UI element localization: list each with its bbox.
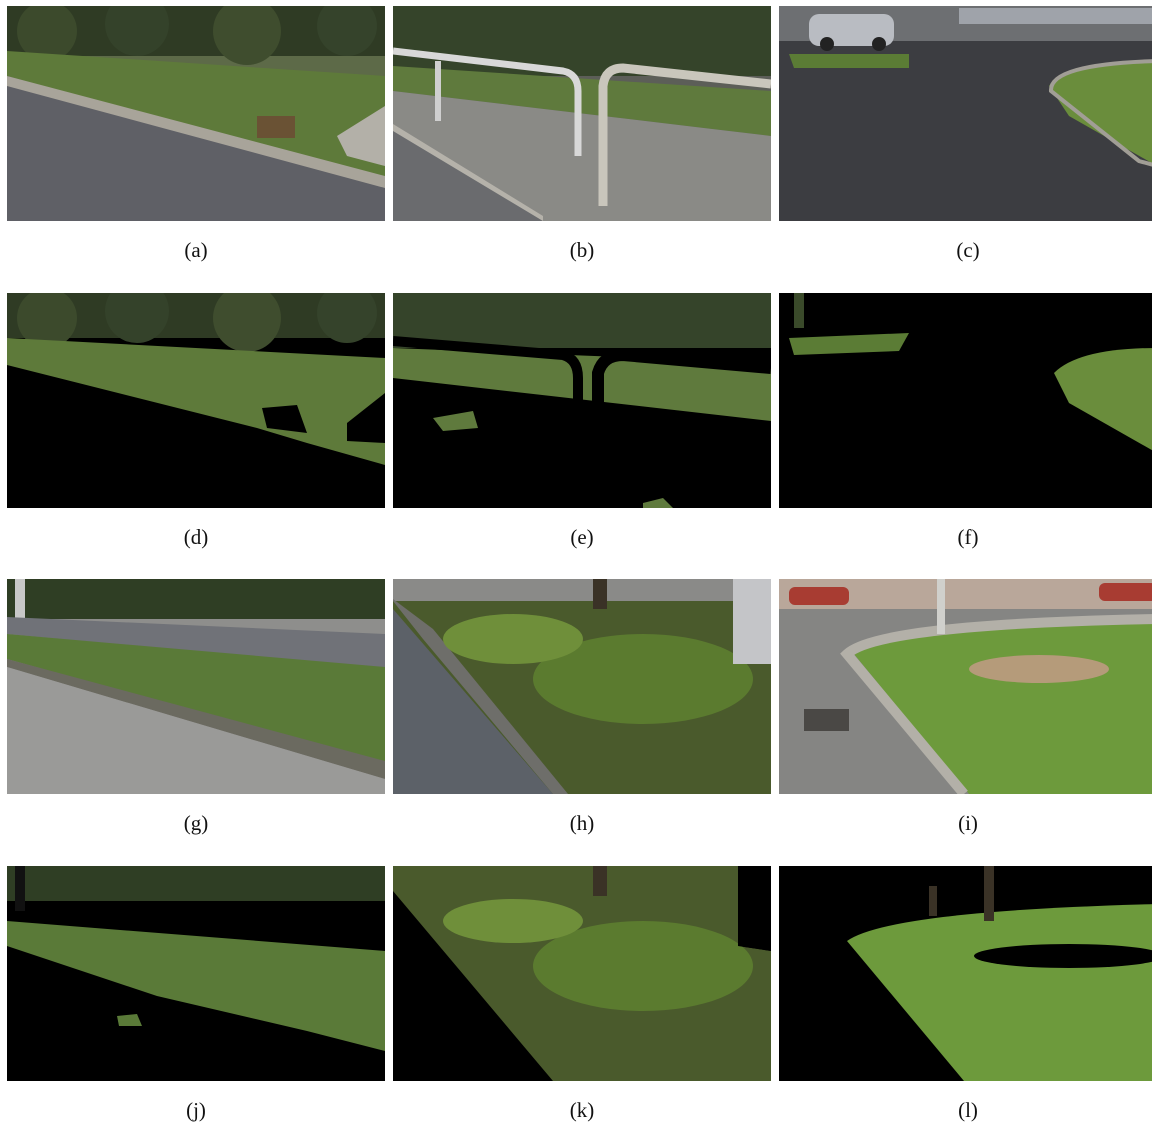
mask-l-grass-segment — [779, 866, 1152, 1081]
photo-h-grass-shadow — [393, 579, 771, 794]
caption-j: (j) — [186, 1098, 206, 1122]
caption-d: (d) — [183, 525, 209, 549]
caption-b: (b) — [569, 238, 595, 262]
caption-l: (l) — [958, 1098, 978, 1122]
caption-h: (h) — [569, 811, 595, 835]
mask-j-grass-segment — [7, 866, 385, 1081]
caption-c: (c) — [956, 238, 980, 262]
photo-b-railing — [393, 6, 771, 221]
photo-c-road-bend — [779, 6, 1152, 221]
photo-a-curb-grass — [7, 6, 385, 221]
mask-d-grass-segment — [7, 293, 385, 508]
caption-f: (f) — [957, 525, 979, 549]
caption-k: (k) — [569, 1098, 595, 1122]
mask-k-grass-segment — [393, 866, 771, 1081]
caption-a: (a) — [184, 238, 208, 262]
caption-g: (g) — [183, 811, 209, 835]
mask-f-grass-segment — [779, 293, 1152, 508]
photo-i-park-curb — [779, 579, 1152, 794]
photo-g-sidewalk-grass — [7, 579, 385, 794]
caption-i: (i) — [958, 811, 978, 835]
mask-e-grass-segment — [393, 293, 771, 508]
caption-e: (e) — [570, 525, 594, 549]
